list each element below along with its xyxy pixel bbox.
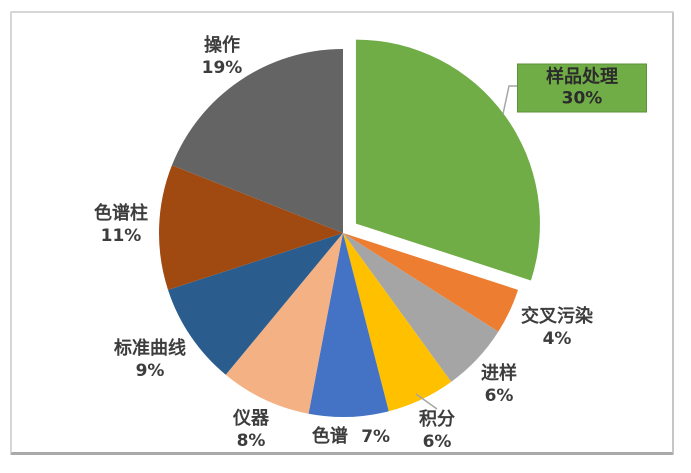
slice-name: 标准曲线 <box>114 338 186 360</box>
slice-label-integration: 积分 6% <box>419 409 455 453</box>
pie-slice-仪器 <box>225 233 343 414</box>
pie-slice-色谱 <box>308 233 389 417</box>
pie-slice-进样 <box>343 233 499 382</box>
pie-slice-操作 <box>171 49 343 233</box>
slice-percent: 11% <box>100 225 142 246</box>
slice-label-cross-contamination: 交叉污染 4% <box>521 306 593 350</box>
pie-slice-积分 <box>343 233 452 412</box>
slice-percent: 6% <box>422 431 452 452</box>
slice-label-column: 色谱柱 11% <box>94 203 148 247</box>
slice-name: 操作 <box>203 35 240 57</box>
slice-name: 积分 <box>419 409 455 431</box>
callout-line-integration <box>415 393 438 410</box>
slice-percent: 9% <box>135 360 165 381</box>
pie-slice-样品处理 <box>355 39 540 281</box>
slice-name: 色谱柱 <box>94 203 148 225</box>
slice-percent: 6% <box>484 385 514 406</box>
pie-slice-色谱柱 <box>159 165 343 290</box>
slice-name: 进样 <box>481 363 517 385</box>
slice-label-chromatography: 色谱 7% <box>312 426 390 449</box>
slice-label-injection: 进样 6% <box>481 363 517 407</box>
slice-name: 交叉污染 <box>521 306 593 328</box>
slice-label-instrument: 仪器 8% <box>233 408 269 452</box>
slice-percent: 4% <box>542 328 572 349</box>
pie-slice-标准曲线 <box>168 233 343 375</box>
slice-name: 样品处理 <box>546 66 618 88</box>
slice-percent: 19% <box>201 57 243 78</box>
pie-slices-group <box>159 39 540 417</box>
slice-percent: 7% <box>361 426 391 447</box>
pie-slice-交叉污染 <box>343 233 518 332</box>
slice-percent: 30% <box>561 88 603 109</box>
slice-label-operation: 操作 19% <box>202 35 243 79</box>
callout-line-sample-processing <box>502 85 518 115</box>
slice-name: 仪器 <box>233 408 269 430</box>
slice-name: 色谱 <box>311 425 348 447</box>
slice-label-sample-processing: 样品处理 30% <box>517 63 647 113</box>
slice-percent: 8% <box>236 430 266 451</box>
slice-label-standard-curve: 标准曲线 9% <box>114 338 186 382</box>
